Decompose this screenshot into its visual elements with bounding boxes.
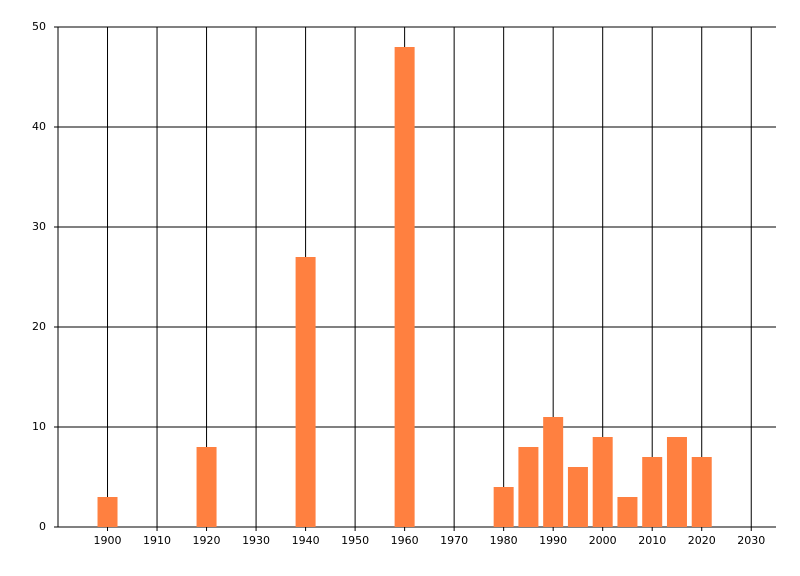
bar [567, 467, 588, 527]
x-tick-label: 2020 [688, 534, 716, 547]
x-tick-label: 2010 [638, 534, 666, 547]
bar [97, 497, 118, 527]
y-tick-label: 50 [32, 20, 46, 33]
bar [543, 417, 564, 527]
bar [493, 487, 514, 527]
y-tick-label: 10 [32, 420, 46, 433]
y-tick-label: 0 [39, 520, 46, 533]
x-tick-label: 1910 [143, 534, 171, 547]
bar [617, 497, 638, 527]
x-tick-label: 2000 [589, 534, 617, 547]
bar [592, 437, 613, 527]
y-tick-label: 30 [32, 220, 46, 233]
x-tick-label: 1940 [292, 534, 320, 547]
x-tick-label: 1930 [242, 534, 270, 547]
bar [295, 257, 316, 527]
bar [691, 457, 712, 527]
x-tick-label: 1960 [391, 534, 419, 547]
x-tick-label: 1970 [440, 534, 468, 547]
y-tick-label: 40 [32, 120, 46, 133]
bar [666, 437, 687, 527]
x-tick-label: 1990 [539, 534, 567, 547]
x-tick-label: 1950 [341, 534, 369, 547]
bar [642, 457, 663, 527]
x-tick-label: 2030 [737, 534, 765, 547]
bar [394, 47, 415, 527]
x-tick-label: 1980 [490, 534, 518, 547]
y-tick-label: 20 [32, 320, 46, 333]
x-tick-label: 1920 [193, 534, 221, 547]
bar [518, 447, 539, 527]
bar [196, 447, 217, 527]
x-tick-label: 1900 [94, 534, 122, 547]
